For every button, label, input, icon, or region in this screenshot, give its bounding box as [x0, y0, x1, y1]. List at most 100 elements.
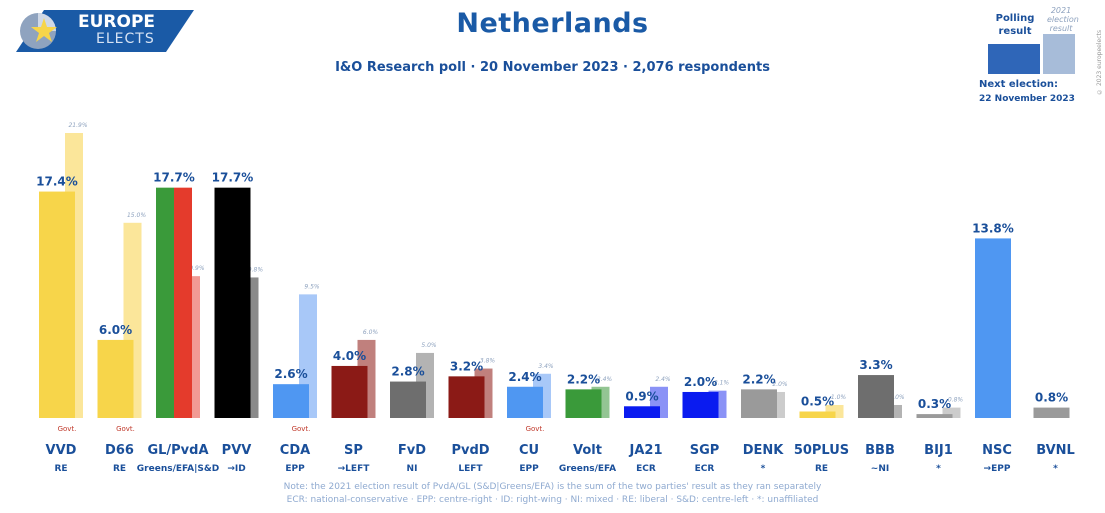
prev-label-sp: 6.0%: [363, 329, 379, 336]
prev-label-d66: 15.0%: [127, 212, 146, 219]
prev-label-volt: 2.4%: [597, 376, 613, 383]
prev-label-50plus: 1.0%: [831, 394, 847, 401]
prev-label-bij1: 0.8%: [948, 397, 964, 404]
category-label-vvd: VVD: [46, 443, 77, 458]
value-label-gl-pvda: 17.7%: [153, 171, 195, 185]
footnote-line2: ECR: national-conservative · EPP: centre…: [286, 495, 819, 505]
legend-polling-swatch: [988, 44, 1040, 74]
group-label-d66: RE: [113, 464, 126, 474]
category-label-d66: D66: [105, 443, 134, 458]
group-label-cu: EPP: [519, 464, 539, 474]
page-title: Netherlands: [456, 8, 649, 39]
category-label-bij1: BIJ1: [924, 443, 953, 458]
bar-d66: [97, 339, 134, 418]
europe-elects-logo: EUROPE ELECTS: [14, 10, 194, 52]
category-label-gl-pvda: GL/PvdA: [147, 443, 208, 458]
value-label-volt: 2.2%: [567, 372, 600, 386]
value-label-vvd: 17.4%: [36, 175, 78, 189]
group-label-volt: Greens/EFA: [559, 464, 616, 474]
value-label-bij1: 0.3%: [918, 397, 951, 411]
govt-label-cda: Govt.: [292, 425, 311, 433]
bar-bbb: [858, 375, 894, 418]
value-label-denk: 2.2%: [742, 372, 775, 386]
legend-polling-label: Polling result: [995, 13, 1035, 37]
bar-pvv: [214, 187, 251, 418]
group-label-pvdd: LEFT: [458, 464, 483, 474]
value-label-pvdd: 3.2%: [450, 359, 483, 373]
copyright: © 2023 europeelects: [1096, 30, 1103, 95]
category-label-ja21: JA21: [629, 443, 663, 458]
bar-volt: [565, 389, 602, 418]
next-election-date: 22 November 2023: [979, 94, 1075, 104]
category-label-pvv: PVV: [222, 443, 252, 458]
prev-label-pvdd: 3.8%: [480, 358, 496, 365]
bar-nsc: [975, 238, 1011, 418]
category-label-nsc: NSC: [982, 443, 1012, 458]
logo-text-europe: EUROPE: [78, 12, 156, 32]
group-label-denk: *: [761, 464, 766, 474]
prev-label-gl-pvda: 10.9%: [185, 265, 204, 272]
category-label-bvnl: BVNL: [1036, 443, 1075, 458]
prev-label-sgp: 2.1%: [714, 380, 730, 387]
category-label-bbb: BBB: [865, 443, 895, 458]
category-label-sp: SP: [344, 443, 363, 458]
group-label-50plus: RE: [815, 464, 828, 474]
value-label-cu: 2.4%: [508, 370, 541, 384]
bar-cda: [273, 384, 309, 418]
bar-pvdd: [448, 376, 485, 418]
footnote-line1: Note: the 2021 election result of PvdA/G…: [283, 482, 822, 492]
group-label-sgp: ECR: [695, 464, 715, 474]
bar-gl-pvda-part2: [174, 187, 192, 418]
group-label-gl-pvda: Greens/EFA|S&D: [137, 464, 219, 474]
prev-label-bbb: 1.0%: [889, 394, 905, 401]
bar-sp: [331, 365, 368, 418]
group-label-nsc: →EPP: [984, 464, 1011, 474]
bar-cu: [507, 386, 543, 418]
logo-banner-icon: [16, 10, 194, 52]
bar-bvnl: [1033, 407, 1070, 418]
prev-label-vvd: 21.9%: [68, 122, 87, 129]
prev-bar-bij1: [942, 407, 961, 418]
value-label-sp: 4.0%: [333, 349, 366, 363]
bar-gl-pvda-part1: [156, 187, 174, 418]
group-label-bij1: *: [936, 464, 941, 474]
value-label-fvd: 2.8%: [391, 365, 424, 379]
category-label-fvd: FvD: [398, 443, 426, 458]
value-label-d66: 6.0%: [99, 323, 132, 337]
govt-label-cu: Govt.: [526, 425, 545, 433]
prev-label-cu: 3.4%: [538, 363, 554, 370]
group-label-vvd: RE: [54, 464, 67, 474]
govt-label-d66: Govt.: [116, 425, 135, 433]
prev-label-ja21: 2.4%: [655, 376, 671, 383]
group-label-pvv: →ID: [227, 464, 245, 474]
poll-subtitle: I&O Research poll · 20 November 2023 · 2…: [335, 60, 770, 75]
category-label-cu: CU: [519, 443, 539, 458]
value-label-sgp: 2.0%: [684, 375, 717, 389]
value-label-pvv: 17.7%: [212, 171, 254, 185]
category-label-sgp: SGP: [690, 443, 720, 458]
value-label-bbb: 3.3%: [859, 358, 892, 372]
value-label-cda: 2.6%: [274, 367, 307, 381]
value-label-nsc: 13.8%: [972, 221, 1014, 235]
bar-vvd: [39, 191, 75, 418]
bar-sgp: [682, 391, 719, 418]
bar-denk: [741, 389, 777, 418]
bar-50plus: [799, 411, 836, 418]
logo-text-elects: ELECTS: [96, 31, 155, 47]
category-label-pvdd: PvdD: [451, 443, 489, 458]
legend-previous-label: 2021 election result: [1047, 6, 1079, 33]
legend-previous-swatch: [1043, 34, 1075, 74]
category-label-50plus: 50PLUS: [794, 443, 849, 458]
prev-label-denk: 2.0%: [772, 381, 788, 388]
group-label-cda: EPP: [285, 464, 305, 474]
category-label-denk: DENK: [743, 443, 785, 458]
group-label-sp: →LEFT: [338, 464, 371, 474]
bar-fvd: [390, 381, 426, 418]
value-label-50plus: 0.5%: [801, 394, 834, 408]
group-label-ja21: ECR: [636, 464, 656, 474]
prev-label-fvd: 5.0%: [421, 342, 437, 349]
value-label-bvnl: 0.8%: [1035, 391, 1068, 405]
category-label-volt: Volt: [573, 443, 602, 458]
next-election-label: Next election:: [979, 79, 1058, 90]
